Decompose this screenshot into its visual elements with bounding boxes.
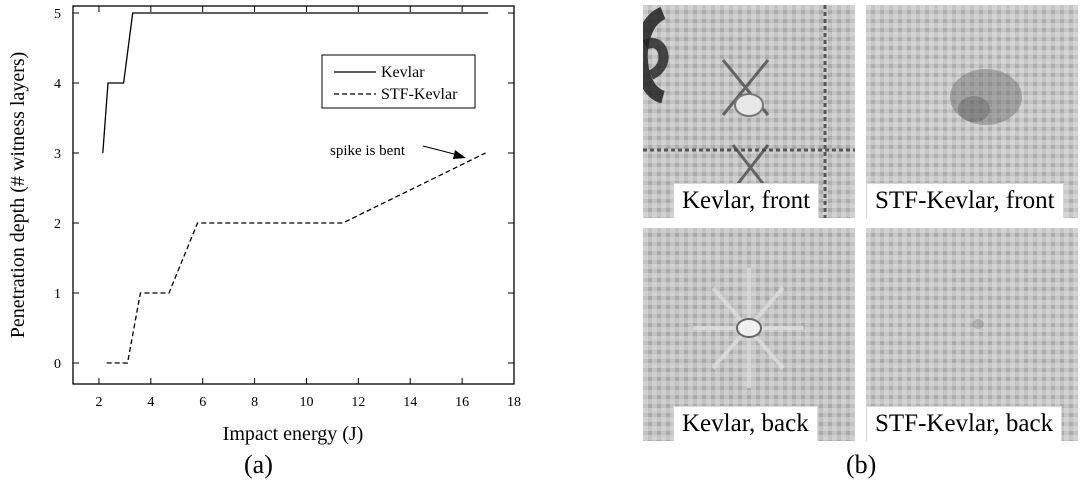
photo-kevlar-back: Kevlar, back [643, 228, 855, 441]
x-tick-label: 8 [251, 395, 258, 410]
photo-caption: Kevlar, front [673, 183, 820, 218]
y-axis-label: Penetration depth (# witness layers) [7, 52, 29, 339]
series-line-stf-kevlar [106, 152, 486, 364]
panel-label-a: (a) [244, 450, 273, 479]
plot-frame [72, 5, 515, 385]
photo-caption: STF-Kevlar, front [866, 183, 1064, 218]
y-tick-label: 3 [54, 147, 61, 162]
y-tick-label: 0 [54, 357, 61, 372]
fabric-texture [643, 5, 855, 218]
annotation-text: spike is bent [330, 143, 406, 159]
legend-box [321, 54, 476, 109]
photo-kevlar-front: Kevlar, front [643, 5, 855, 218]
y-tick-label: 2 [54, 217, 61, 232]
annotation-arrowhead [453, 150, 466, 159]
fabric-texture [866, 5, 1078, 218]
legend: Kevlar STF-Kevlar [321, 54, 476, 109]
legend-label-stf-kevlar: STF-Kevlar [381, 86, 458, 103]
fabric-texture [866, 228, 1078, 441]
photo-caption: Kevlar, back [673, 406, 818, 441]
photo-stf-kevlar-front: STF-Kevlar, front [866, 5, 1078, 218]
y-tick-label: 5 [54, 7, 61, 22]
x-tick-label: 6 [199, 395, 206, 410]
photo-caption: STF-Kevlar, back [866, 406, 1063, 441]
x-tick-label: 4 [147, 395, 154, 410]
fabric-texture [643, 228, 855, 441]
y-tick-label: 4 [54, 77, 61, 92]
y-tick-label: 1 [54, 287, 61, 302]
x-tick-label: 18 [507, 395, 521, 410]
annotation-arrow [422, 145, 459, 156]
x-axis-label: Impact energy (J) [223, 423, 364, 445]
x-tick-label: 16 [455, 395, 469, 410]
x-tick-label: 12 [351, 395, 365, 410]
photo-stf-kevlar-back: STF-Kevlar, back [866, 228, 1078, 441]
panel-label-b: (b) [846, 450, 877, 479]
x-tick-label: 10 [299, 395, 313, 410]
series-layer [102, 12, 489, 364]
legend-label-kevlar: Kevlar [381, 64, 425, 81]
annotation-spike-bent: spike is bent [330, 143, 466, 159]
x-tick-label: 14 [403, 395, 417, 410]
series-line-kevlar [102, 12, 489, 154]
x-tick-label: 2 [95, 395, 102, 410]
